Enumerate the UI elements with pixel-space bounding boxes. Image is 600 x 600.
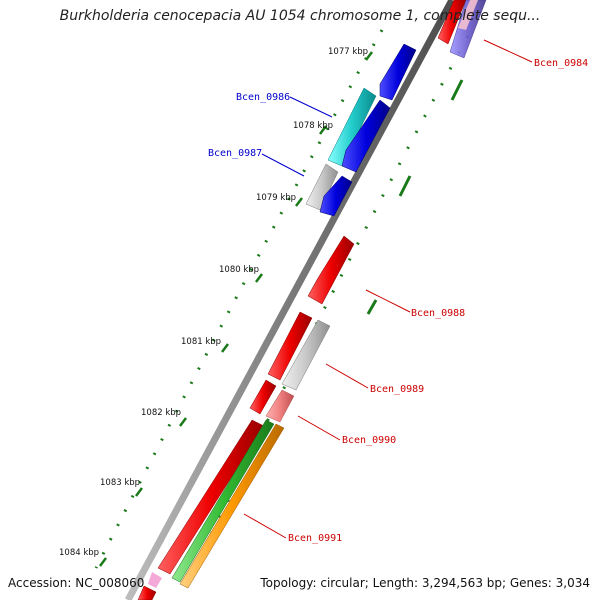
gene-labels: Bcen_0984 Bcen_0986 Bcen_0987 Bcen_0988 … <box>208 58 588 544</box>
gene-bcen-0983 <box>437 0 467 45</box>
forward-strand-genes <box>137 0 487 600</box>
gene-bcen-0987b <box>319 175 353 217</box>
gc-content-track-outer <box>180 35 470 595</box>
gene-label-bcen-0990: Bcen_0990 <box>342 435 396 446</box>
gene-small-red <box>249 379 277 415</box>
genome-summary-text: Topology: circular; Length: 3,294,563 bp… <box>260 576 590 590</box>
tick-label: 1081 kbp <box>181 337 221 347</box>
gene-long-red <box>157 419 265 575</box>
gene-bottom-pink <box>148 572 162 588</box>
gene-bottom-red <box>137 585 157 600</box>
gene-bcen-0985 <box>379 43 417 101</box>
tick-label: 1078 kbp <box>293 121 333 131</box>
accession-text: Accession: NC_008060 <box>8 576 145 590</box>
gene-bcen-0991 <box>179 423 285 589</box>
map-title: Burkholderia cenocepacia AU 1054 chromos… <box>59 8 541 24</box>
gene-label-bcen-0984: Bcen_0984 <box>534 58 588 69</box>
gene-bcen-0988 <box>307 235 355 305</box>
tick-label: 1084 kbp <box>59 548 99 558</box>
label-leader-lines <box>243 39 533 539</box>
tick-labels: 1077 kbp 1078 kbp 1079 kbp 1080 kbp 1081… <box>59 47 368 558</box>
ruler-ticks <box>99 51 373 567</box>
reverse-strand-genes <box>305 43 417 217</box>
gene-label-bcen-0986: Bcen_0986 <box>236 92 290 103</box>
gene-bcen-0990 <box>265 389 295 423</box>
tick-label: 1080 kbp <box>219 265 259 275</box>
chromosome-backbone <box>113 0 456 600</box>
gene-label-bcen-0989: Bcen_0989 <box>370 384 424 395</box>
tick-label: 1077 kbp <box>328 47 368 57</box>
gene-bcen-0988b <box>267 311 313 381</box>
gene-label-bcen-0987: Bcen_0987 <box>208 148 262 159</box>
gene-bcen-0987 <box>305 163 339 211</box>
tick-label: 1083 kbp <box>100 478 140 488</box>
gene-green <box>171 419 275 583</box>
gene-label-bcen-0988: Bcen_0988 <box>411 308 465 319</box>
gene-bcen-0989 <box>281 319 331 391</box>
gene-bcen-0984 <box>449 0 487 59</box>
gene-label-bcen-0991: Bcen_0991 <box>288 533 342 544</box>
gene-bcen-0986b <box>341 99 391 173</box>
tick-label: 1079 kbp <box>256 193 296 203</box>
tick-label: 1082 kbp <box>141 408 181 418</box>
